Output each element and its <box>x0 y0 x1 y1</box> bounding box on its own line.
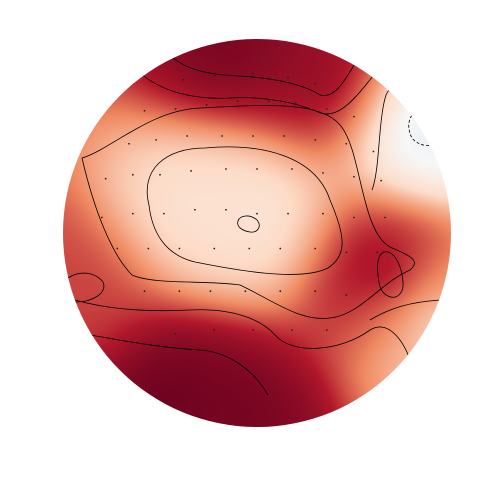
electrode-marker <box>147 247 150 250</box>
contour-line <box>67 272 105 303</box>
electrode-marker <box>372 150 375 153</box>
electrode-marker <box>205 104 208 106</box>
electrode-marker <box>104 177 107 180</box>
electrode-marker <box>182 78 185 81</box>
electrode-layer <box>100 73 386 335</box>
contour-line <box>169 51 363 96</box>
electrode-marker <box>322 171 324 174</box>
electrode-marker <box>252 135 255 137</box>
electrode-marker <box>128 142 130 145</box>
electrode-marker <box>100 216 103 219</box>
electrode-marker <box>353 216 355 219</box>
electrode-marker <box>178 290 181 293</box>
electrode-marker <box>314 82 317 85</box>
electrode-marker <box>291 329 293 331</box>
electrode-marker <box>209 290 212 293</box>
electrode-marker <box>213 329 216 331</box>
electrode-marker <box>376 251 379 254</box>
electrode-marker <box>225 168 227 170</box>
electrode-marker <box>213 247 216 250</box>
electrode-marker <box>248 247 251 250</box>
contour-line <box>237 215 260 233</box>
contour-line <box>146 146 343 275</box>
electrode-marker <box>256 168 258 170</box>
electrode-marker <box>353 175 355 178</box>
electrode-marker <box>267 100 270 102</box>
electrode-marker <box>131 212 134 215</box>
contour-line <box>89 334 269 396</box>
electrode-marker <box>279 290 282 293</box>
electrode-marker <box>162 212 165 215</box>
electrode-marker <box>221 135 223 137</box>
electrode-marker <box>244 290 247 293</box>
electrode-marker <box>345 294 348 296</box>
electrode-marker <box>325 329 328 331</box>
electrode-marker <box>314 290 317 293</box>
electrode-marker <box>325 107 328 110</box>
electrode-marker <box>155 138 158 141</box>
contour-line <box>81 105 415 319</box>
electrode-marker <box>294 102 297 104</box>
electrode-marker <box>252 73 255 75</box>
electrode-marker <box>287 212 289 215</box>
electrode-marker <box>143 109 146 112</box>
electrode-marker <box>314 138 317 141</box>
electrode-marker <box>252 329 255 331</box>
electrode-marker <box>322 212 324 215</box>
electrode-marker <box>225 208 227 211</box>
electrode-marker <box>236 100 239 102</box>
electrode-marker <box>213 74 216 77</box>
contour-line <box>139 66 381 115</box>
electrode-marker <box>283 135 286 137</box>
contour-line <box>74 299 411 361</box>
contour-layer <box>67 51 451 396</box>
electrode-marker <box>384 216 386 219</box>
electrode-marker <box>186 135 189 137</box>
electrode-marker <box>159 173 161 176</box>
electrode-marker <box>380 179 383 182</box>
heatmap-image <box>63 39 451 427</box>
electrode-marker <box>174 332 177 335</box>
electrode-marker <box>345 251 348 254</box>
electrode-marker <box>194 208 196 211</box>
electrode-marker <box>256 212 258 215</box>
electrode-marker <box>131 173 134 176</box>
electrode-marker <box>178 247 181 250</box>
electrode-marker <box>345 142 348 145</box>
electrode-marker <box>143 290 146 293</box>
electrode-marker <box>291 168 293 170</box>
contour-line <box>369 299 441 321</box>
electrode-marker <box>287 76 289 79</box>
electrode-marker <box>353 115 355 118</box>
heatmap-layer <box>63 39 451 427</box>
electrode-marker <box>190 170 192 172</box>
electrode-marker <box>174 107 177 110</box>
contour-line <box>377 251 404 298</box>
electrode-marker <box>279 247 282 250</box>
electrode-marker <box>314 247 317 250</box>
electrode-marker <box>116 247 119 250</box>
